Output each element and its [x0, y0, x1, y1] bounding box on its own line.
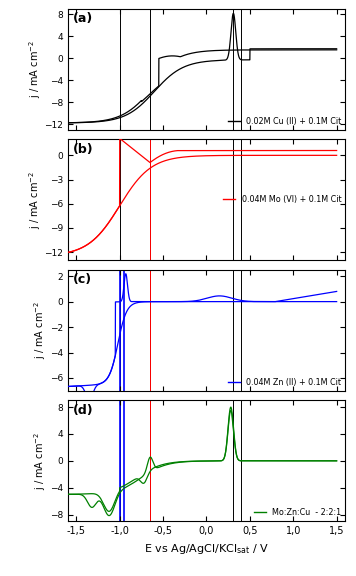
Y-axis label: j / mA cm$^{-2}$: j / mA cm$^{-2}$ — [32, 301, 48, 359]
Text: (c): (c) — [73, 274, 92, 286]
Legend: 0.04M Zn (II) + 0.1M Cit: 0.04M Zn (II) + 0.1M Cit — [228, 378, 341, 386]
Y-axis label: j / mA cm$^{-2}$: j / mA cm$^{-2}$ — [32, 432, 48, 490]
X-axis label: E vs Ag/AgCl/KCl$_{\rm sat}$ / V: E vs Ag/AgCl/KCl$_{\rm sat}$ / V — [144, 541, 269, 556]
Legend: Mo:Zn:Cu  - 2:2:1: Mo:Zn:Cu - 2:2:1 — [253, 508, 341, 517]
Legend: 0.04M Mo (VI) + 0.1M Cit: 0.04M Mo (VI) + 0.1M Cit — [223, 195, 341, 204]
Text: (d): (d) — [73, 404, 94, 417]
Y-axis label: j / mA cm$^{-2}$: j / mA cm$^{-2}$ — [27, 170, 42, 229]
Text: (b): (b) — [73, 143, 94, 156]
Text: (a): (a) — [73, 12, 93, 25]
Legend: 0.02M Cu (II) + 0.1M Cit: 0.02M Cu (II) + 0.1M Cit — [227, 116, 341, 126]
Y-axis label: j / mA cm$^{-2}$: j / mA cm$^{-2}$ — [27, 40, 42, 98]
